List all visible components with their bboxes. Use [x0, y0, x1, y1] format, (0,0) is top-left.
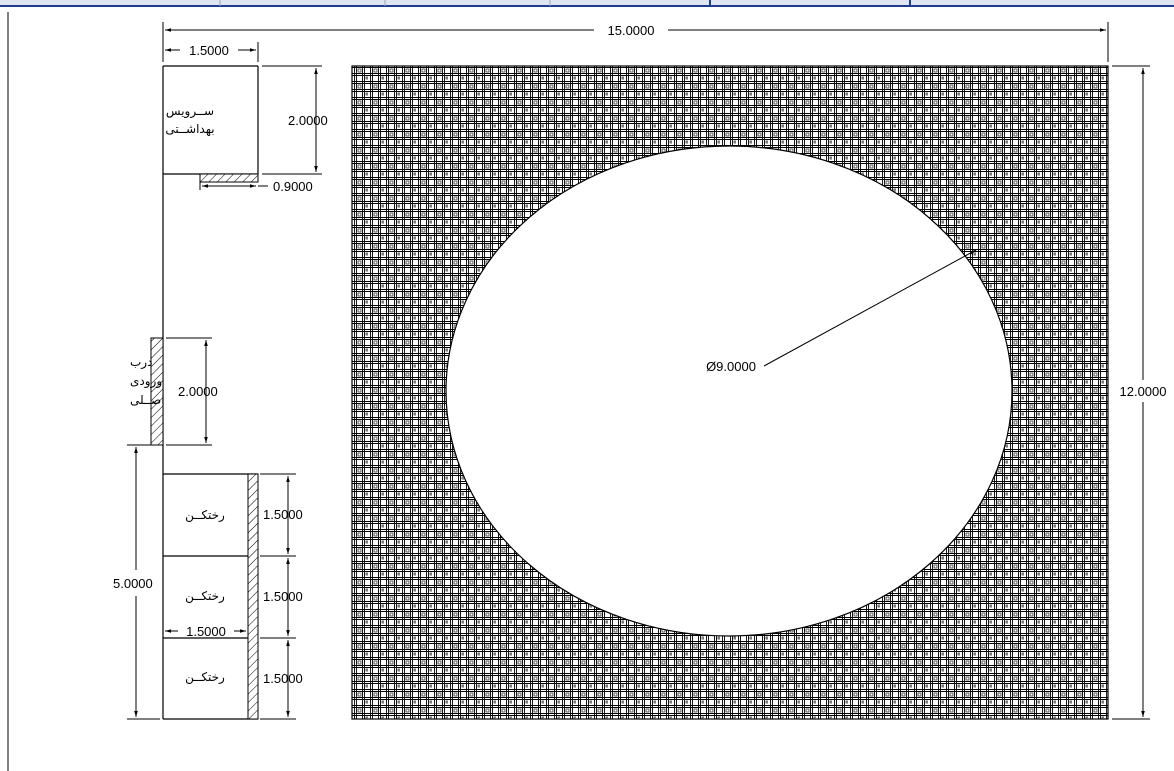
entrance-door-hatch [150, 337, 164, 446]
dim-entrance-height: 2.0000 [178, 384, 218, 399]
dim-left-width: 1.5000 [189, 43, 229, 58]
dim-overall-height: 12.0000 [1120, 384, 1167, 399]
label-changing-2: رختکــن [185, 589, 225, 604]
dim-changing-3: 1.5000 [263, 671, 303, 686]
pool-area [351, 65, 1109, 720]
dim-service-door: 0.9000 [273, 179, 313, 194]
pool-circle [445, 145, 1013, 637]
label-entrance-line2: ورودی [130, 374, 162, 389]
label-service-line2: بهداشــتی [165, 122, 214, 136]
dim-changing-2: 1.5000 [263, 589, 303, 604]
label-service-line1: ســرویس [166, 104, 214, 119]
dim-service-height: 2.0000 [288, 113, 328, 128]
dim-overall-width: 15.0000 [608, 23, 655, 38]
label-changing-3: رختکــن [185, 670, 225, 685]
dim-changing-1: 1.5000 [263, 507, 303, 522]
label-entrance-line3: اصــلی [130, 393, 165, 407]
dim-pool-diameter: Ø9.0000 [706, 359, 756, 374]
label-changing-1: رختکــن [185, 508, 225, 523]
dim-changing-width: 1.5000 [186, 624, 226, 639]
service-door-hatch [199, 173, 259, 183]
window-top-bar [0, 0, 1174, 7]
label-entrance-line1: درب [130, 355, 152, 370]
dim-changing-total: 5.0000 [113, 576, 153, 591]
changing-wall-hatch [247, 473, 259, 720]
